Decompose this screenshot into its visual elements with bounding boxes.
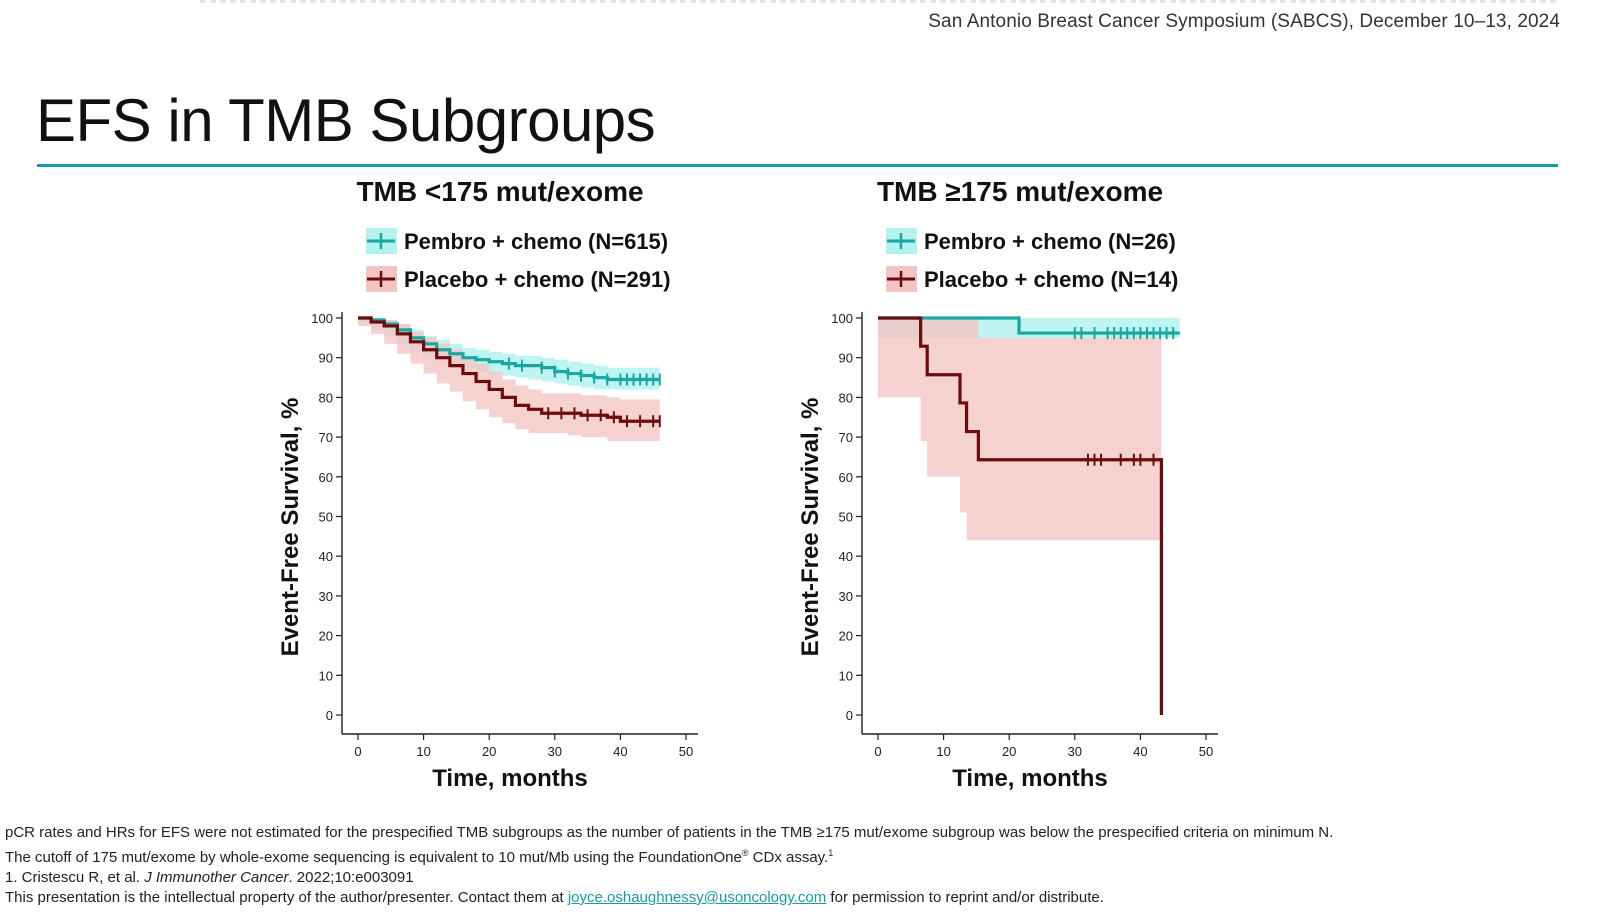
x-tick-label: 20: [482, 744, 496, 759]
y-tick-label: 80: [319, 390, 333, 405]
y-tick-label: 20: [839, 629, 853, 644]
y-tick-label: 60: [319, 470, 333, 485]
conference-header: San Antonio Breast Cancer Symposium (SAB…: [928, 11, 1560, 32]
survival-curve: [878, 316, 1180, 335]
footnote-line-2-text: The cutoff of 175 mut/exome by whole-exo…: [5, 849, 742, 866]
footnotes: pCR rates and HRs for EFS were not estim…: [5, 823, 1333, 908]
legend-label: Pembro + chemo (N=26): [924, 229, 1176, 254]
footnote-copyright: This presentation is the intellectual pr…: [5, 888, 1333, 908]
footnote-ref-sup: 1: [828, 848, 834, 858]
registered-mark: ®: [741, 848, 749, 858]
reference-journal: J Immunother Cancer: [144, 869, 289, 886]
km-chart-tmb-low: TMB <175 mut/exome Pembro + chemo (N=615)…: [277, 176, 698, 792]
x-tick-label: 0: [874, 744, 881, 759]
y-tick-label: 70: [319, 430, 333, 445]
legend-label: Placebo + chemo (N=14): [924, 267, 1178, 292]
copyright-text: This presentation is the intellectual pr…: [5, 889, 568, 906]
y-tick-label: 40: [839, 549, 853, 564]
y-tick-label: 50: [319, 510, 333, 525]
x-tick-label: 40: [613, 744, 627, 759]
x-tick-label: 10: [936, 744, 950, 759]
footnote-line-1: pCR rates and HRs for EFS were not estim…: [5, 824, 1334, 841]
y-tick-label: 100: [831, 311, 853, 326]
survival-curve: [878, 316, 1163, 715]
slide-title: EFS in TMB Subgroups: [36, 87, 656, 154]
y-tick-label: 0: [846, 708, 853, 723]
ci-band: [878, 318, 1162, 541]
survival-curve: [358, 316, 660, 423]
x-tick-label: 30: [1068, 744, 1082, 759]
footnote-reference: 1. Cristescu R, et al. J Immunother Canc…: [5, 868, 1333, 888]
km-chart-tmb-high: TMB ≥175 mut/exome Pembro + chemo (N=26) P…: [797, 176, 1218, 792]
legend-label: Pembro + chemo (N=615): [404, 229, 668, 254]
panel-title: TMB <175 mut/exome: [356, 176, 643, 207]
x-tick-label: 50: [679, 744, 693, 759]
x-axis-title: Time, months: [952, 765, 1108, 792]
reference-citation: . 2022;10:e003091: [288, 869, 414, 886]
x-tick-label: 10: [416, 744, 430, 759]
y-tick-label: 20: [319, 629, 333, 644]
y-tick-label: 30: [319, 589, 333, 604]
x-tick-label: 30: [548, 744, 562, 759]
y-tick-label: 60: [839, 470, 853, 485]
top-border-dots: [200, 0, 1560, 3]
y-axis-title: Event-Free Survival, %: [277, 398, 304, 657]
x-tick-label: 50: [1199, 744, 1213, 759]
y-tick-label: 70: [839, 430, 853, 445]
x-tick-label: 20: [1002, 744, 1016, 759]
y-tick-label: 0: [326, 708, 333, 723]
footnote-line-2-tail: CDx assay.: [748, 849, 829, 866]
y-tick-label: 90: [319, 351, 333, 366]
y-tick-label: 100: [311, 311, 333, 326]
footnote-line-2: The cutoff of 175 mut/exome by whole-exo…: [5, 843, 1333, 868]
y-tick-label: 10: [839, 668, 853, 683]
contact-email-link[interactable]: joyce.oshaughnessy@usoncology.com: [567, 889, 827, 906]
x-tick-label: 0: [354, 744, 361, 759]
y-tick-label: 50: [839, 510, 853, 525]
title-divider: [37, 164, 1558, 167]
y-axis-title: Event-Free Survival, %: [797, 398, 824, 657]
y-tick-label: 80: [839, 390, 853, 405]
y-tick-label: 90: [839, 351, 853, 366]
reference-authors: 1. Cristescu R, et al.: [5, 869, 145, 886]
panel-title: TMB ≥175 mut/exome: [877, 176, 1163, 207]
legend-label: Placebo + chemo (N=291): [404, 267, 671, 292]
x-tick-label: 40: [1133, 744, 1147, 759]
y-tick-label: 40: [319, 549, 333, 564]
x-axis-title: Time, months: [432, 765, 588, 792]
y-tick-label: 30: [839, 589, 853, 604]
y-tick-label: 10: [319, 668, 333, 683]
copyright-tail: for permission to reprint and/or distrib…: [826, 889, 1104, 906]
